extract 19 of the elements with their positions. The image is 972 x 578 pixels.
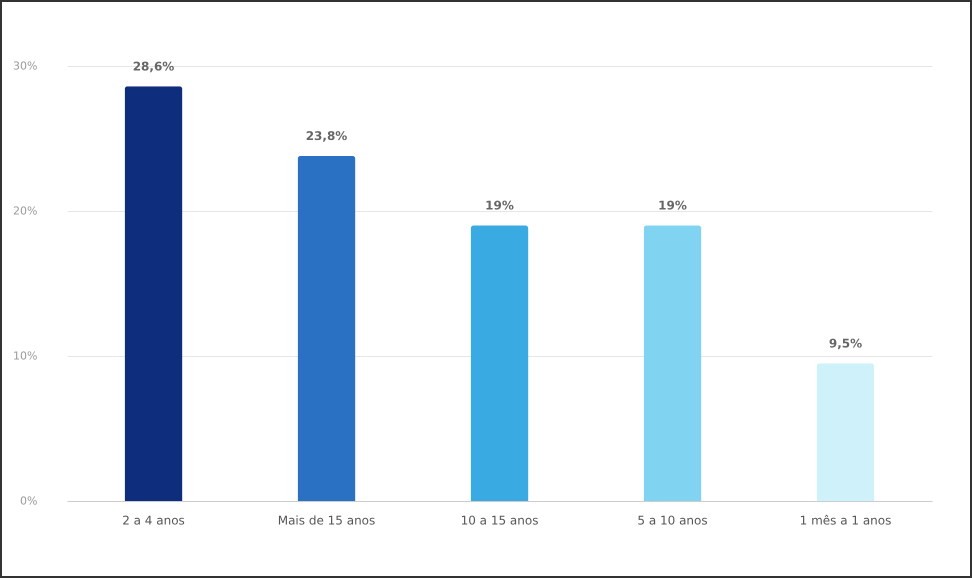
bar — [816, 363, 874, 501]
bar — [470, 226, 528, 501]
x-tick-label: 1 mês a 1 anos — [800, 514, 892, 528]
y-tick-label: 20% — [13, 204, 38, 218]
data-label: 23,8% — [306, 128, 348, 143]
data-label: 19% — [485, 198, 514, 212]
y-tick-label: 30% — [13, 60, 38, 72]
x-tick-label: 5 a 10 anos — [637, 514, 708, 528]
bar — [298, 156, 356, 501]
data-label: 9,5% — [828, 336, 862, 350]
y-tick-label: 0% — [20, 494, 38, 508]
bar — [644, 226, 702, 501]
bar — [124, 86, 182, 501]
x-tick-label: 2 a 4 anos — [122, 514, 185, 528]
x-tick-label: Mais de 15 anos — [278, 514, 376, 528]
data-label: 28,6% — [132, 59, 174, 74]
y-tick-label: 10% — [13, 350, 38, 362]
data-label: 19% — [658, 198, 687, 212]
x-tick-label: 10 a 15 anos — [460, 514, 538, 528]
